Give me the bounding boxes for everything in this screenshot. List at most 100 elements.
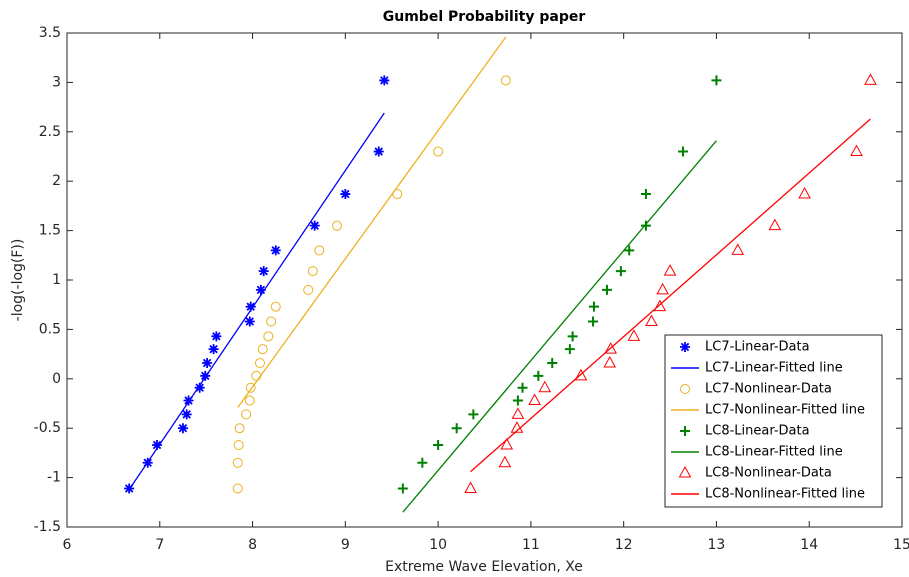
legend-box (664, 334, 883, 508)
data-point (433, 146, 444, 157)
y-tick-label: 1 (52, 272, 61, 288)
data-point (547, 357, 558, 368)
y-tick-label: 0.5 (39, 321, 61, 337)
legend-label: LC7-Linear-Fitted line (705, 361, 843, 376)
data-point (627, 329, 641, 341)
x-tick-label: 7 (155, 537, 164, 553)
data-point (567, 331, 578, 342)
y-tick-label: 3 (52, 74, 61, 90)
fitted-line (402, 140, 717, 513)
data-point (417, 457, 428, 468)
y-tick-label: -1.5 (34, 519, 61, 535)
x-axis-label: Extreme Wave Elevation, Xe (385, 559, 583, 575)
data-point (678, 146, 689, 157)
legend-marker (678, 465, 692, 478)
data-point (245, 301, 256, 312)
data-point (624, 245, 635, 256)
data-point (232, 483, 243, 494)
data-point (241, 409, 252, 420)
data-point (309, 220, 320, 231)
x-tick-label: 13 (708, 537, 726, 553)
data-point (258, 266, 269, 277)
data-point (177, 423, 188, 434)
data-point (257, 344, 268, 355)
data-point (397, 483, 408, 494)
y-axis-label: -log(-log(F)) (10, 239, 26, 322)
legend-label: LC8-Linear-Fitted line (705, 445, 843, 460)
data-point (373, 146, 384, 157)
x-tick-label: 9 (341, 537, 350, 553)
legend: LC7-Linear-Data LC7-Linear-Fitted line LC7… (664, 334, 883, 508)
fitted-line (128, 112, 385, 490)
y-tick-label: 3.5 (39, 25, 61, 41)
data-point (498, 455, 512, 468)
x-tick-label: 10 (429, 537, 447, 553)
data-point (850, 144, 863, 157)
x-tick-label: 11 (522, 537, 540, 553)
legend-label: LC8-Nonlinear-Data (705, 466, 832, 481)
data-point (379, 75, 390, 86)
legend-marker (680, 342, 690, 352)
data-point (211, 331, 222, 342)
y-tick-label: -0.5 (34, 420, 61, 436)
data-point (194, 382, 205, 393)
data-point (663, 264, 677, 276)
data-point (601, 284, 612, 295)
data-point (266, 316, 277, 327)
y-tick-label: 2 (52, 173, 61, 189)
legend-label: LC8-Linear-Data (705, 424, 810, 439)
chart-title: Gumbel Probability paper (383, 9, 586, 25)
data-point (711, 75, 722, 86)
data-point (564, 344, 575, 355)
data-point (244, 316, 255, 327)
data-point (331, 220, 342, 231)
data-point (433, 439, 444, 450)
data-point (234, 423, 245, 434)
data-point (517, 382, 528, 393)
data-point (303, 284, 314, 295)
data-point (533, 370, 544, 381)
data-point (588, 301, 599, 312)
data-point (270, 245, 281, 256)
data-point (255, 284, 266, 295)
data-point (202, 357, 213, 368)
legend-label: LC7-Nonlinear-Data (705, 382, 832, 397)
data-point (270, 301, 281, 312)
data-point (181, 409, 192, 420)
x-tick-label: 8 (248, 537, 257, 553)
data-point (615, 266, 626, 277)
data-point (731, 243, 745, 255)
data-point (314, 245, 325, 256)
data-point (588, 316, 599, 327)
data-point (656, 282, 669, 295)
data-point (254, 357, 265, 368)
data-point (500, 437, 514, 450)
data-point (645, 314, 658, 326)
data-point (864, 73, 877, 85)
data-point (233, 439, 244, 450)
data-point (653, 299, 667, 312)
legend-label: LC7-Linear-Data (705, 340, 810, 355)
y-tick-label: 1.5 (39, 223, 61, 239)
data-point (768, 218, 782, 231)
legend-label: LC7-Nonlinear-Fitted line (705, 403, 865, 418)
data-point (538, 380, 552, 393)
y-tick-label: 0 (52, 371, 61, 387)
data-point (500, 75, 511, 86)
data-point (512, 395, 523, 406)
fitted-line (470, 118, 871, 473)
x-tick-label: 14 (800, 537, 818, 553)
data-point (245, 382, 256, 393)
data-point (640, 189, 651, 200)
data-point (208, 344, 219, 355)
data-point (604, 342, 618, 354)
data-point (511, 407, 525, 419)
data-point (244, 395, 255, 406)
data-point (200, 370, 211, 381)
data-point (451, 423, 462, 434)
data-point (640, 220, 651, 231)
data-point (468, 409, 479, 420)
legend-marker (680, 426, 690, 436)
